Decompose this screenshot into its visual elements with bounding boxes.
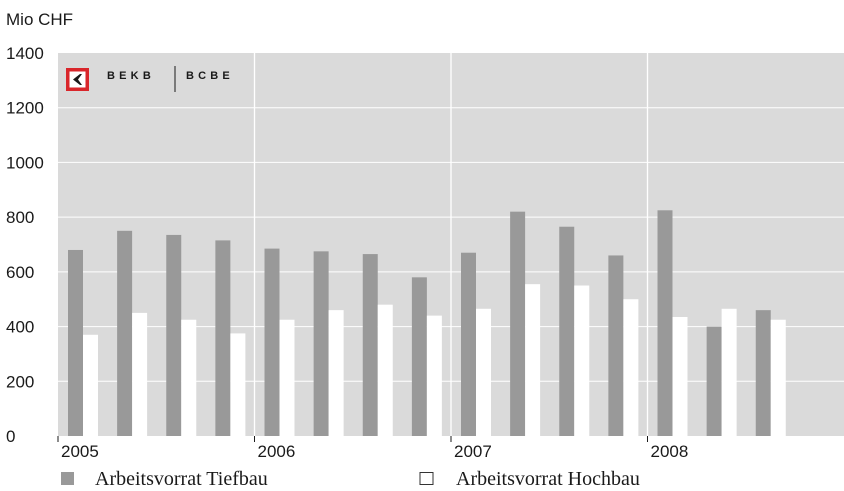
bars (68, 210, 786, 436)
legend-swatch-hochbau (419, 472, 434, 485)
bar-tiefbau (510, 211, 526, 436)
x-tick-label: 2007 (454, 442, 492, 461)
bar-tiefbau (657, 210, 673, 436)
bar-hochbau (328, 310, 344, 436)
bar-hochbau (377, 304, 393, 436)
bar-tiefbau (461, 252, 476, 436)
y-tick-label: 400 (6, 318, 34, 337)
legend-label-hochbau: Arbeitsvorrat Hochbau (456, 468, 640, 490)
bar-tiefbau (313, 251, 329, 436)
bar-tiefbau (608, 255, 624, 436)
bar-hochbau (770, 319, 786, 436)
bar-tiefbau (559, 226, 575, 436)
bar-tiefbau (755, 310, 771, 436)
y-tick-label: 200 (6, 372, 34, 391)
y-tick-label: 1200 (6, 99, 44, 118)
bar-hochbau (476, 308, 491, 436)
logo-chevron-icon (73, 74, 82, 85)
bar-hochbau (230, 333, 246, 436)
x-tick-label: 2005 (61, 442, 99, 461)
bar-hochbau (623, 299, 639, 436)
y-axis-ticks: 0 200 400 600 800 1000 1200 1400 (6, 44, 44, 446)
bar-tiefbau (264, 248, 280, 436)
logo-text-left: BEKB (107, 70, 155, 82)
bar-tiefbau (706, 326, 722, 436)
legend-label-tiefbau: Arbeitsvorrat Tiefbau (95, 468, 268, 490)
bar-hochbau (672, 316, 688, 436)
y-tick-label: 800 (6, 208, 34, 227)
bar-hochbau (279, 319, 295, 436)
bar-tiefbau (362, 254, 378, 436)
y-tick-label: 1400 (6, 44, 44, 63)
logo-text-right: BCBE (186, 70, 234, 82)
bar-tiefbau (411, 277, 427, 436)
y-tick-label: 0 (6, 427, 15, 446)
bar-hochbau (426, 315, 442, 436)
bar-tiefbau (117, 230, 133, 436)
x-tick-label: 2008 (651, 442, 689, 461)
x-tick-label: 2006 (258, 442, 296, 461)
bar-tiefbau (166, 234, 182, 436)
y-axis-label: Mio CHF (6, 10, 73, 29)
bar-hochbau (132, 312, 148, 436)
bar-tiefbau (68, 249, 83, 436)
bank-logo: BEKB BCBE (66, 66, 234, 92)
bar-tiefbau (215, 240, 231, 436)
legend: Arbeitsvorrat Tiefbau Arbeitsvorrat Hoch… (61, 468, 640, 490)
x-axis-ticks: 2005 2006 2007 2008 (57, 436, 689, 461)
y-tick-label: 1000 (6, 153, 44, 172)
y-tick-label: 600 (6, 263, 34, 282)
legend-swatch-tiefbau (61, 472, 74, 485)
bar-hochbau (525, 284, 541, 436)
bar-hochbau (574, 285, 590, 436)
bar-hochbau (181, 319, 197, 436)
bar-hochbau (721, 308, 737, 436)
bar-hochbau (83, 334, 98, 436)
